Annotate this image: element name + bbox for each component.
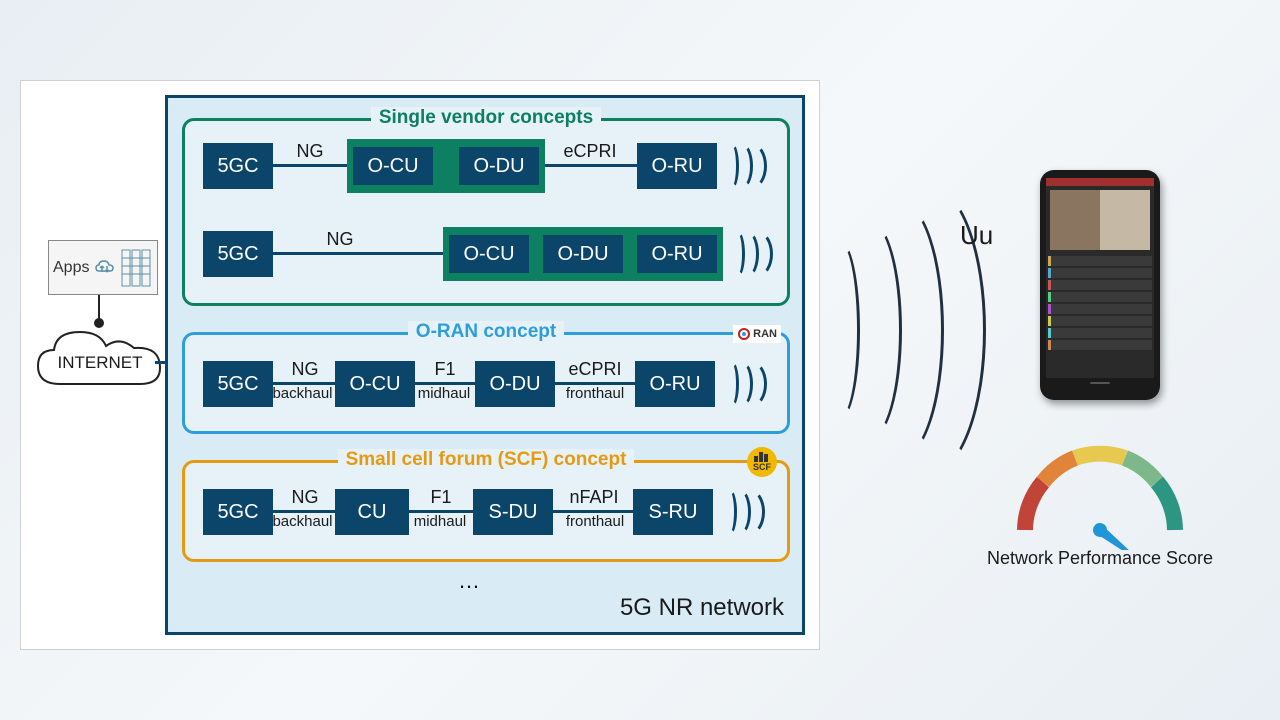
node-group-cu-du-ru: O-CU O-DU O-RU [443, 227, 723, 281]
link-sublabel: backhaul [270, 385, 335, 402]
link-line [273, 164, 347, 167]
signal-icon [725, 361, 763, 407]
node-odu: O-DU [459, 147, 539, 185]
link-sublabel: midhaul [413, 385, 475, 402]
node-odu: O-DU [475, 361, 555, 407]
link-sublabel: fronthaul [559, 385, 631, 402]
signal-icon [725, 143, 763, 189]
cloud-arrows-icon [93, 256, 117, 280]
big-signal-icon [820, 200, 960, 460]
ellipsis: … [458, 568, 486, 594]
nr-network-panel: Single vendor concepts 5GC NG O-CU O-DU … [165, 95, 805, 635]
phone-home-button [1090, 382, 1110, 384]
performance-label: Network Performance Score [985, 548, 1215, 569]
link-line [273, 252, 443, 255]
link-sublabel: midhaul [409, 513, 471, 530]
single-vendor-title: Single vendor concepts [371, 107, 601, 129]
node-ocu: O-CU [449, 235, 529, 273]
node-ocu: O-CU [353, 147, 433, 185]
apps-label: Apps [53, 259, 89, 277]
node-sdu: S-DU [473, 489, 553, 535]
signal-icon [731, 231, 769, 277]
link-label: F1 [421, 487, 461, 508]
signal-icon [723, 489, 761, 535]
oran-title: O-RAN concept [408, 321, 564, 343]
node-ocu: O-CU [335, 361, 415, 407]
link-label: NG [280, 487, 330, 508]
phone-device [1040, 170, 1160, 400]
uu-label: Uu [960, 220, 993, 251]
link-sublabel: backhaul [270, 513, 335, 530]
link-line [545, 164, 637, 167]
node-sru: S-RU [633, 489, 713, 535]
performance-gauge [1005, 430, 1195, 550]
node-5gc: 5GC [203, 361, 273, 407]
nr-network-label: 5G NR network [620, 594, 784, 622]
scf-title: Small cell forum (SCF) concept [338, 449, 635, 471]
link-label-ng: NG [285, 141, 335, 162]
node-5gc: 5GC [203, 231, 273, 277]
servers-icon [121, 248, 151, 288]
node-oru: O-RU [637, 235, 717, 273]
single-vendor-section: Single vendor concepts 5GC NG O-CU O-DU … [182, 118, 790, 306]
node-5gc: 5GC [203, 489, 273, 535]
link-label: eCPRI [561, 359, 629, 380]
internet-label: INTERNET [58, 353, 143, 372]
cloud-to-network-line [155, 361, 167, 364]
scf-section: Small cell forum (SCF) concept SCF 5GC N… [182, 460, 790, 562]
node-odu: O-DU [543, 235, 623, 273]
node-cu: CU [335, 489, 409, 535]
link-label: NG [280, 359, 330, 380]
apps-to-cloud-line [98, 295, 100, 319]
node-oru: O-RU [635, 361, 715, 407]
node-5gc: 5GC [203, 143, 273, 189]
oran-section: O-RAN concept RAN 5GC NG backhaul O-CU F… [182, 332, 790, 434]
link-label: nFAPI [561, 487, 627, 508]
link-label: F1 [425, 359, 465, 380]
node-group-cu-du: O-CU O-DU [347, 139, 545, 193]
link-label-ng: NG [315, 229, 365, 250]
internet-cloud-icon: INTERNET [30, 324, 170, 399]
apps-box: Apps [48, 240, 158, 295]
oran-badge: RAN [733, 325, 781, 343]
phone-screen [1046, 178, 1154, 378]
link-sublabel: fronthaul [559, 513, 631, 530]
node-oru: O-RU [637, 143, 717, 189]
scf-badge: SCF [747, 447, 777, 477]
link-label-ecpri: eCPRI [555, 141, 625, 162]
